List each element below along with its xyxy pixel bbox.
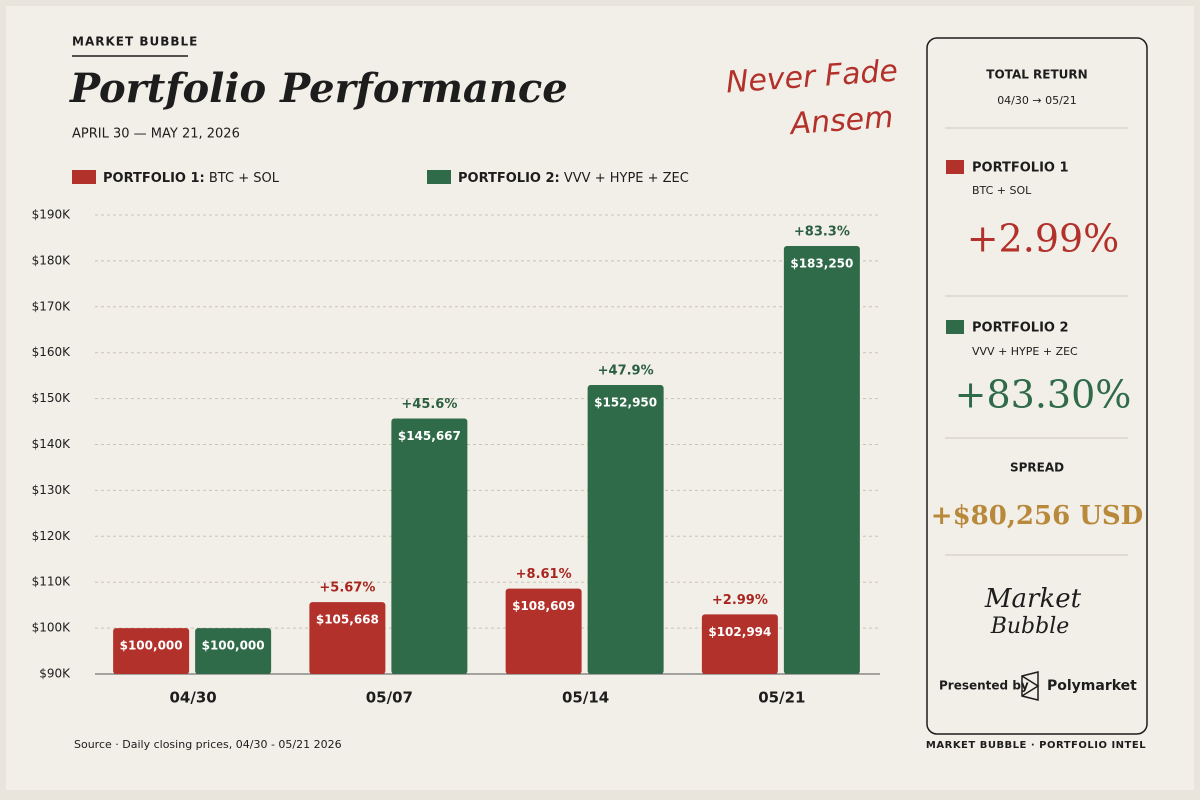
summary-return: +83.30% <box>955 373 1132 417</box>
bar <box>309 602 386 674</box>
spread-value: +$80,256 USD <box>931 501 1143 531</box>
value-label: $183,250 <box>790 256 853 270</box>
chart-title: Portfolio Performance <box>69 65 568 112</box>
value-label: $100,000 <box>120 639 183 653</box>
value-label: $145,667 <box>398 429 461 443</box>
y-tick-label: $190K <box>32 208 72 222</box>
dates: APRIL 30 — MAY 21, 2026 <box>72 127 240 142</box>
value-label: $102,994 <box>708 625 771 639</box>
y-tick-label: $140K <box>32 437 72 451</box>
summary-return: +2.99% <box>967 217 1120 261</box>
summary-panel <box>926 37 1148 735</box>
legend-name: PORTFOLIO 2: <box>458 171 560 186</box>
y-tick-label: $180K <box>32 253 72 267</box>
legend-name: PORTFOLIO 1: <box>103 171 205 186</box>
y-tick-label: $120K <box>32 529 72 543</box>
brand-footer: MARKET BUBBLE · PORTFOLIO INTEL <box>926 740 1146 751</box>
legend-swatch <box>427 170 451 184</box>
change-label: +2.99% <box>712 593 768 608</box>
change-label: +8.61% <box>516 567 572 582</box>
value-label: $100,000 <box>202 639 265 653</box>
bar <box>391 418 468 674</box>
bar <box>587 385 664 674</box>
x-tick-label: 05/14 <box>562 689 609 707</box>
value-label: $152,950 <box>594 396 657 410</box>
y-tick-label: $100K <box>32 621 72 635</box>
summary-assets: BTC + SOL <box>972 184 1032 197</box>
change-label: +5.67% <box>319 581 375 596</box>
x-tick-label: 05/21 <box>758 689 805 707</box>
summary-range: 04/30 → 05/21 <box>997 94 1077 107</box>
bar <box>505 588 582 674</box>
legend-swatch <box>72 170 96 184</box>
sponsor-logo <box>1021 671 1040 701</box>
legend-assets: VVV + HYPE + ZEC <box>564 171 689 186</box>
summary-assets: VVV + HYPE + ZEC <box>972 345 1078 358</box>
y-tick-label: $160K <box>32 345 72 359</box>
bar <box>195 628 272 674</box>
bar <box>701 614 778 674</box>
bar <box>783 245 860 675</box>
swatch <box>946 160 964 174</box>
change-label: +47.9% <box>598 364 654 379</box>
legend-entry: PORTFOLIO 2: VVV + HYPE + ZEC <box>458 171 689 186</box>
y-tick-label: $170K <box>32 299 72 313</box>
swatch <box>946 320 964 334</box>
logo: Bubble <box>990 614 1070 639</box>
source: Source · Daily closing prices, 04/30 - 0… <box>74 738 342 751</box>
y-tick-label: $130K <box>32 483 72 497</box>
annotation: Ansem <box>787 100 894 142</box>
value-label: $105,668 <box>316 613 379 627</box>
x-tick-label: 05/07 <box>366 689 413 707</box>
change-label: +45.6% <box>401 397 457 412</box>
legend-entry: PORTFOLIO 1: BTC + SOL <box>103 171 280 186</box>
presented-by: Presented by <box>939 679 1029 693</box>
summary-name: PORTFOLIO 1 <box>972 161 1069 176</box>
spread-title: SPREAD <box>1010 461 1064 475</box>
y-tick-label: $110K <box>32 575 72 589</box>
legend-assets: BTC + SOL <box>209 171 280 186</box>
summary-title: TOTAL RETURN <box>986 68 1087 82</box>
x-tick-label: 04/30 <box>170 689 217 707</box>
value-label: $108,609 <box>512 599 575 613</box>
change-label: +83.3% <box>794 224 850 239</box>
sponsor: Polymarket <box>1047 678 1137 694</box>
logo: Market <box>984 584 1082 614</box>
kicker: MARKET BUBBLE <box>72 35 198 49</box>
summary-name: PORTFOLIO 2 <box>972 321 1069 336</box>
y-tick-label: $150K <box>32 391 72 405</box>
bar <box>113 628 190 674</box>
y-tick-label: $90K <box>39 667 71 681</box>
